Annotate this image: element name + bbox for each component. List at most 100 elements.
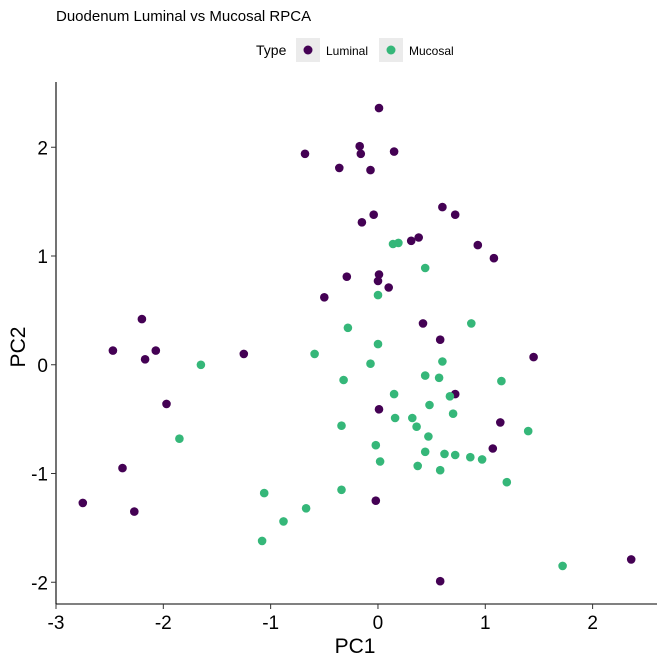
data-point-luminal	[374, 405, 384, 414]
data-point-mucosal	[420, 371, 430, 380]
data-point-luminal	[239, 349, 249, 359]
data-point-mucosal	[343, 323, 353, 333]
data-point-luminal	[78, 498, 88, 508]
data-point-luminal	[369, 210, 379, 219]
x-tick-label: -3	[48, 613, 65, 634]
x-axis-label: PC1	[335, 635, 376, 658]
data-point-mucosal	[445, 392, 455, 401]
data-point-mucosal	[279, 517, 288, 526]
y-tick-label: -1	[31, 465, 48, 486]
data-point-mucosal	[523, 426, 533, 436]
data-point-luminal	[435, 335, 445, 345]
plot-area	[78, 103, 636, 586]
data-point-mucosal	[394, 238, 403, 248]
data-point-luminal	[108, 346, 118, 355]
legend-label-mucosal: Mucosal	[409, 44, 454, 58]
data-point-luminal	[373, 276, 383, 286]
data-point-luminal	[626, 555, 636, 564]
data-point-luminal	[488, 444, 498, 453]
data-point-luminal	[162, 399, 171, 409]
y-tick-label: 0	[37, 356, 48, 377]
data-point-mucosal	[310, 349, 319, 359]
legend-key-mucosal	[386, 45, 396, 55]
data-point-mucosal	[366, 359, 375, 369]
x-tick-label: -2	[155, 613, 172, 634]
data-point-luminal	[438, 202, 447, 212]
data-point-mucosal	[497, 376, 506, 386]
legend-label-luminal: Luminal	[326, 44, 368, 58]
data-point-mucosal	[450, 450, 460, 460]
data-point-mucosal	[424, 432, 433, 441]
data-point-mucosal	[257, 536, 267, 546]
data-point-luminal	[151, 346, 161, 355]
data-point-mucosal	[175, 434, 184, 444]
data-point-luminal	[389, 147, 399, 156]
y-axis-label: PC2	[7, 327, 30, 368]
data-point-mucosal	[435, 465, 445, 475]
data-point-luminal	[342, 272, 352, 282]
data-point-mucosal	[425, 400, 434, 410]
data-point-luminal	[356, 149, 366, 159]
data-point-mucosal	[502, 477, 512, 487]
data-point-luminal	[374, 270, 384, 279]
data-point-mucosal	[558, 561, 567, 571]
y-tick-label: 2	[37, 138, 48, 159]
data-point-mucosal	[337, 421, 346, 431]
x-tick-label: 0	[373, 613, 384, 634]
data-point-luminal	[435, 576, 445, 586]
data-point-mucosal	[373, 290, 383, 300]
data-point-mucosal	[375, 457, 385, 466]
y-tick-label: 1	[37, 247, 48, 268]
data-point-luminal	[384, 283, 394, 292]
data-point-mucosal	[438, 357, 447, 366]
data-point-mucosal	[390, 413, 400, 423]
data-point-mucosal	[301, 504, 311, 513]
data-point-mucosal	[339, 375, 348, 385]
data-point-luminal	[137, 314, 147, 324]
data-point-mucosal	[408, 413, 417, 423]
legend-key-luminal	[303, 45, 313, 55]
series-luminal	[78, 103, 636, 586]
data-point-luminal	[473, 240, 483, 250]
data-point-luminal	[355, 141, 365, 151]
legend: Type Luminal Mucosal	[256, 38, 454, 62]
data-point-mucosal	[466, 452, 475, 462]
data-point-luminal	[357, 218, 367, 227]
data-point-luminal	[371, 496, 381, 506]
data-point-mucosal	[337, 485, 346, 495]
data-point-luminal	[529, 352, 538, 362]
data-point-mucosal	[412, 422, 421, 432]
chart-title: Duodenum Luminal vs Mucosal RPCA	[56, 8, 311, 25]
data-point-mucosal	[434, 373, 444, 383]
data-point-mucosal	[389, 389, 399, 399]
x-tick-label: 1	[480, 613, 491, 634]
data-point-luminal	[335, 163, 344, 173]
data-point-mucosal	[413, 461, 423, 471]
data-point-mucosal	[259, 488, 269, 498]
data-point-luminal	[118, 463, 127, 473]
x-tick-label: -1	[262, 613, 279, 634]
series-mucosal	[175, 238, 567, 571]
data-point-luminal	[450, 210, 460, 219]
data-point-luminal	[418, 319, 428, 328]
data-point-luminal	[406, 236, 416, 246]
data-point-mucosal	[373, 339, 383, 349]
data-point-mucosal	[477, 455, 487, 464]
data-point-luminal	[414, 233, 424, 242]
data-point-mucosal	[448, 409, 458, 419]
data-point-luminal	[374, 103, 384, 113]
data-point-mucosal	[420, 263, 430, 273]
x-tick-label: 2	[587, 613, 598, 634]
data-point-mucosal	[467, 319, 476, 328]
data-point-luminal	[320, 293, 329, 302]
data-point-luminal	[300, 149, 310, 159]
data-point-luminal	[496, 418, 505, 427]
data-point-mucosal	[420, 447, 430, 457]
data-point-mucosal	[196, 360, 206, 370]
data-point-luminal	[140, 355, 150, 364]
data-point-luminal	[489, 253, 499, 263]
legend-title: Type	[256, 42, 287, 58]
data-point-luminal	[366, 165, 375, 175]
